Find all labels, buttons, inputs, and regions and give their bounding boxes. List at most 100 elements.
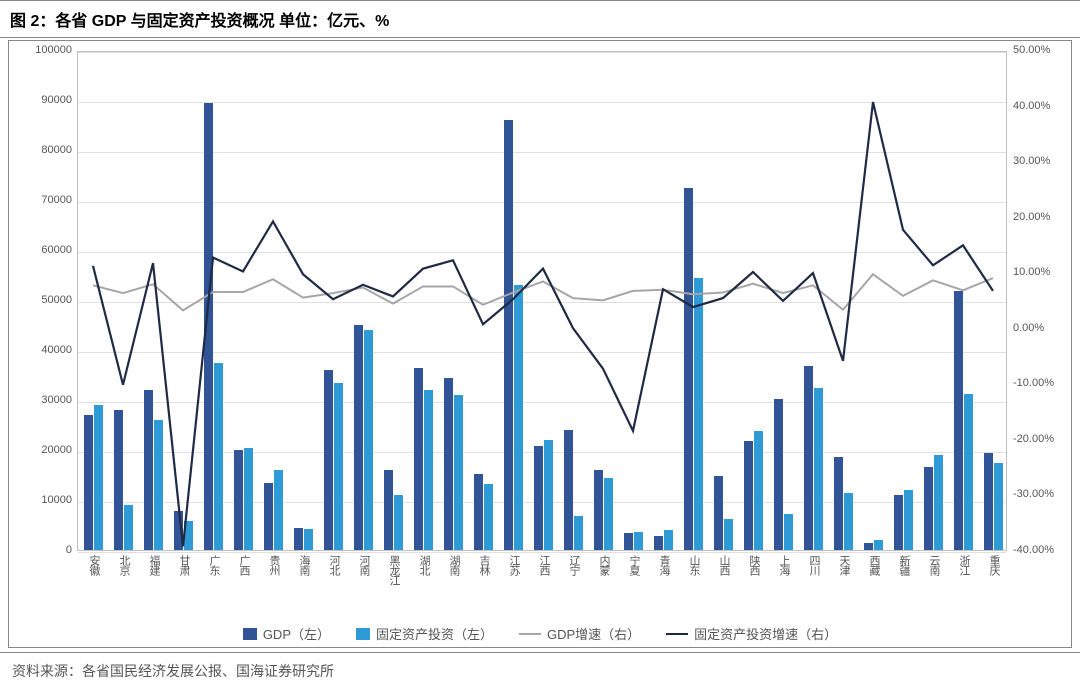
gdp-bar bbox=[294, 528, 303, 551]
x-axis-label: 甘肃 bbox=[172, 555, 192, 575]
fai-bar bbox=[484, 484, 493, 550]
fai-bar bbox=[874, 540, 883, 550]
fai-bar bbox=[544, 440, 553, 550]
x-axis-label: 福建 bbox=[142, 555, 162, 575]
legend-label-gdp: GDP（左） bbox=[263, 624, 330, 643]
y-axis-left-label: 20000 bbox=[17, 444, 72, 456]
x-axis-label: 云南 bbox=[922, 555, 942, 575]
gdp-bar bbox=[264, 483, 273, 551]
y-axis-left-label: 50000 bbox=[17, 294, 72, 306]
fai-bar bbox=[904, 490, 913, 550]
fai-bar bbox=[304, 529, 313, 551]
x-axis-label: 安徽 bbox=[82, 555, 102, 575]
y-axis-right-label: 10.00% bbox=[1013, 266, 1068, 278]
x-axis-label: 上海 bbox=[772, 555, 792, 575]
gdp-bar bbox=[744, 441, 753, 550]
x-axis-label: 湖北 bbox=[412, 555, 432, 575]
grid-line bbox=[78, 152, 1006, 153]
fai-bar bbox=[184, 521, 193, 550]
y-axis-left-label: 40000 bbox=[17, 344, 72, 356]
y-axis-left-label: 60000 bbox=[17, 244, 72, 256]
x-axis-label: 广东 bbox=[202, 555, 222, 575]
y-axis-right-label: -10.00% bbox=[1013, 377, 1068, 389]
fai-bar bbox=[244, 448, 253, 551]
gdp-bar bbox=[594, 470, 603, 550]
x-axis-label: 内蒙 bbox=[592, 555, 612, 575]
gdp-bar bbox=[474, 474, 483, 550]
fai-bar bbox=[214, 363, 223, 551]
x-axis-label: 江西 bbox=[532, 555, 552, 575]
x-axis-label: 吉林 bbox=[472, 555, 492, 575]
y-axis-right-label: 40.00% bbox=[1013, 100, 1068, 112]
y-axis-left-label: 90000 bbox=[17, 94, 72, 106]
fai-bar bbox=[694, 278, 703, 551]
gdp-bar bbox=[324, 370, 333, 550]
legend-swatch-fai-growth bbox=[666, 633, 688, 635]
gdp-bar bbox=[354, 325, 363, 550]
x-axis-label: 广西 bbox=[232, 555, 252, 575]
fai-bar bbox=[664, 530, 673, 550]
y-axis-left-label: 80000 bbox=[17, 144, 72, 156]
legend-gdp: GDP（左） bbox=[243, 624, 330, 643]
grid-line bbox=[78, 352, 1006, 353]
grid-line bbox=[78, 302, 1006, 303]
y-axis-right-label: -30.00% bbox=[1013, 488, 1068, 500]
fai-bar bbox=[604, 478, 613, 551]
gdp-bar bbox=[234, 450, 243, 550]
legend-label-gdp-growth: GDP增速（右） bbox=[547, 624, 640, 643]
x-axis-label: 天津 bbox=[832, 555, 852, 575]
gdp-bar bbox=[114, 410, 123, 550]
fai-bar bbox=[274, 470, 283, 550]
y-axis-left-label: 10000 bbox=[17, 494, 72, 506]
legend-gdp-growth: GDP增速（右） bbox=[519, 624, 640, 643]
fai-bar bbox=[634, 532, 643, 551]
fai-bar bbox=[424, 390, 433, 550]
gdp-bar bbox=[564, 430, 573, 550]
fai-bar bbox=[784, 514, 793, 551]
gdp-bar bbox=[954, 291, 963, 550]
gdp-bar bbox=[624, 533, 633, 551]
fai-bar bbox=[814, 388, 823, 551]
gdp-bar bbox=[174, 511, 183, 550]
x-axis-label: 河北 bbox=[322, 555, 342, 575]
gdp-bar bbox=[894, 495, 903, 550]
x-axis-label: 山东 bbox=[682, 555, 702, 575]
y-axis-right-label: 20.00% bbox=[1013, 211, 1068, 223]
legend-label-fai-growth: 固定资产投资增速（右） bbox=[694, 624, 837, 643]
y-axis-right-label: 30.00% bbox=[1013, 155, 1068, 167]
gdp-bar bbox=[804, 366, 813, 551]
x-axis-label: 新疆 bbox=[892, 555, 912, 575]
x-axis-label: 辽宁 bbox=[562, 555, 582, 575]
gdp-bar bbox=[654, 536, 663, 550]
x-axis-label: 湖南 bbox=[442, 555, 462, 575]
fai-bar bbox=[994, 463, 1003, 551]
gdp-bar bbox=[204, 103, 213, 551]
fai-bar bbox=[334, 383, 343, 551]
gdp-bar bbox=[864, 543, 873, 550]
x-axis-label: 北京 bbox=[112, 555, 132, 575]
source-text: 资料来源：各省国民经济发展公报、国海证券研究所 bbox=[0, 652, 1080, 681]
fai-bar bbox=[514, 285, 523, 550]
y-axis-left-label: 30000 bbox=[17, 394, 72, 406]
legend-swatch-gdp-growth bbox=[519, 633, 541, 635]
legend-swatch-fai bbox=[356, 628, 370, 640]
grid-line bbox=[78, 202, 1006, 203]
grid-line bbox=[78, 52, 1006, 53]
gdp-bar bbox=[414, 368, 423, 551]
gdp-bar bbox=[384, 470, 393, 550]
fai-bar bbox=[154, 420, 163, 550]
y-axis-right-label: 50.00% bbox=[1013, 44, 1068, 56]
x-axis-label: 宁夏 bbox=[622, 555, 642, 575]
fai-bar bbox=[964, 394, 973, 550]
chart-container: GDP（左） 固定资产投资（左） GDP增速（右） 固定资产投资增速（右） 01… bbox=[8, 40, 1072, 648]
legend: GDP（左） 固定资产投资（左） GDP增速（右） 固定资产投资增速（右） bbox=[9, 624, 1071, 643]
fai-bar bbox=[454, 395, 463, 550]
x-axis-label: 江苏 bbox=[502, 555, 522, 575]
x-axis-label: 重庆 bbox=[982, 555, 1002, 575]
gdp-bar bbox=[534, 446, 543, 550]
gdp-bar bbox=[504, 120, 513, 550]
fai-bar bbox=[124, 505, 133, 550]
y-axis-right-label: -20.00% bbox=[1013, 433, 1068, 445]
x-axis-label: 海南 bbox=[292, 555, 312, 575]
legend-label-fai: 固定资产投资（左） bbox=[376, 624, 493, 643]
